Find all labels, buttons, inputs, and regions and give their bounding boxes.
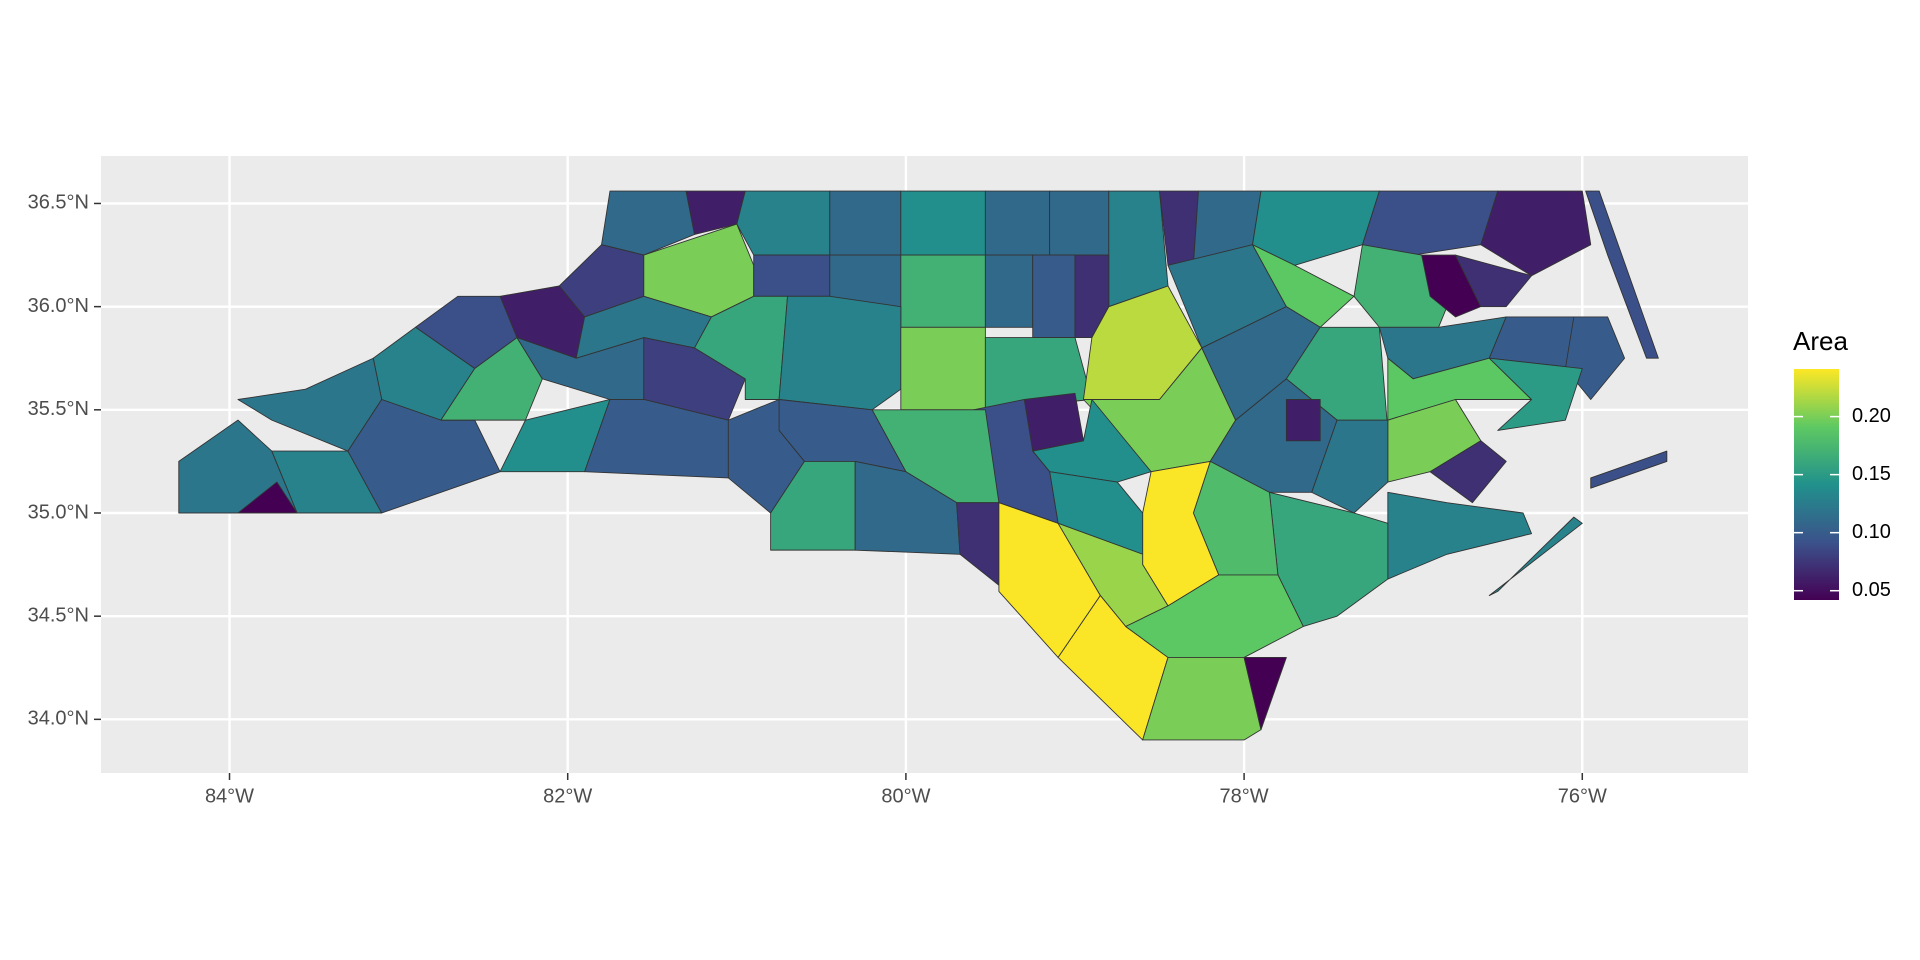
county xyxy=(900,254,986,328)
y-tick-label: 35.0°N xyxy=(28,501,89,523)
county xyxy=(753,254,831,297)
county xyxy=(984,190,1051,256)
county xyxy=(1311,419,1389,514)
county xyxy=(984,254,1034,328)
y-tick-label: 35.5°N xyxy=(28,398,89,420)
colorbar xyxy=(1794,369,1839,600)
x-tick-label: 82°W xyxy=(543,785,592,807)
county xyxy=(1362,190,1499,256)
county xyxy=(1564,316,1626,400)
county xyxy=(694,295,788,400)
county xyxy=(601,190,695,256)
y-tick-label: 34.5°N xyxy=(28,604,89,626)
county xyxy=(829,190,902,256)
x-tick-label: 76°W xyxy=(1558,785,1607,807)
legend-label: 0.20 xyxy=(1852,405,1891,427)
county xyxy=(1455,254,1533,308)
county xyxy=(1421,254,1482,318)
legend-title: Area xyxy=(1793,326,1848,356)
county xyxy=(778,295,902,411)
county xyxy=(643,337,746,421)
legend-label: 0.05 xyxy=(1852,579,1891,601)
county xyxy=(1243,656,1287,731)
county xyxy=(1590,450,1668,489)
y-tick-label: 36.5°N xyxy=(28,192,89,214)
county xyxy=(237,481,298,514)
county xyxy=(1429,440,1507,504)
county xyxy=(1488,357,1583,431)
county xyxy=(736,190,831,256)
legend-label: 0.15 xyxy=(1852,463,1891,485)
county xyxy=(1480,190,1592,277)
county xyxy=(1032,254,1076,339)
legend-label: 0.10 xyxy=(1852,521,1891,543)
county xyxy=(1023,392,1084,452)
y-tick-label: 36.0°N xyxy=(28,295,89,317)
county xyxy=(1125,574,1304,658)
county xyxy=(1585,190,1659,359)
county xyxy=(900,326,986,411)
x-tick-label: 78°W xyxy=(1220,785,1269,807)
county xyxy=(1488,516,1583,596)
x-tick-label: 80°W xyxy=(881,785,930,807)
county xyxy=(900,190,986,256)
county xyxy=(584,399,729,479)
x-tick-label: 84°W xyxy=(205,785,254,807)
county xyxy=(1285,399,1321,442)
county xyxy=(1252,244,1355,328)
county xyxy=(1049,190,1110,256)
y-tick-label: 34.0°N xyxy=(28,708,89,730)
county xyxy=(1252,190,1380,266)
